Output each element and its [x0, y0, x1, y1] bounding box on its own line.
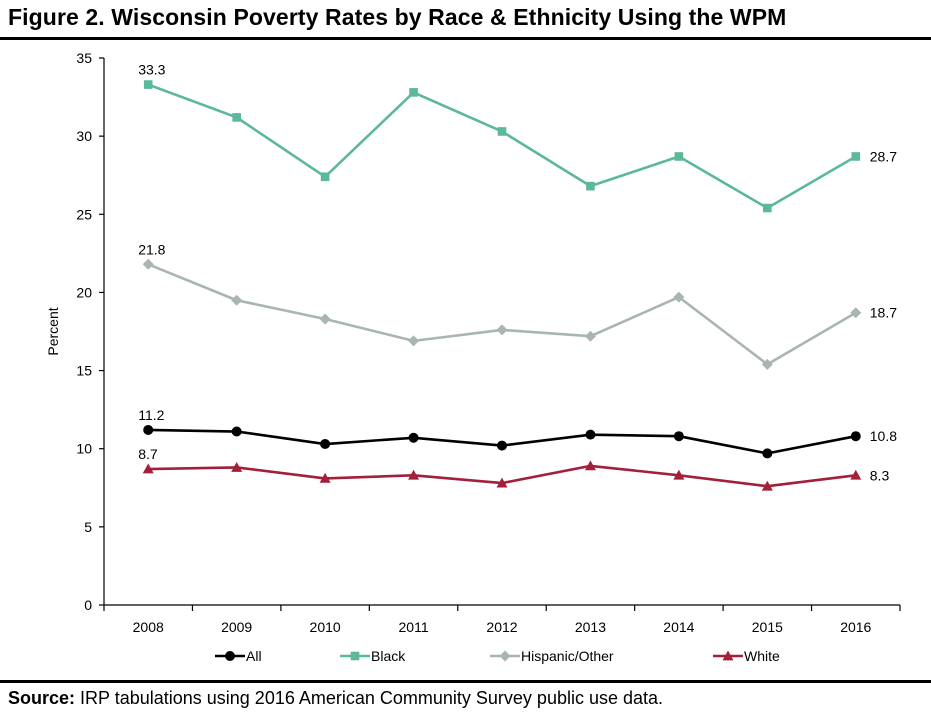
legend-swatch-marker: [499, 650, 511, 662]
data-label-black-first: 33.3: [138, 62, 165, 78]
data-label-all-first: 11.2: [138, 407, 164, 423]
y-tick-label: 25: [76, 206, 92, 222]
y-tick-label: 10: [76, 441, 92, 457]
line-chart: 0 5 10 15 20 25 30 35 2008 2009 2010 2011 2012 2013 20…: [45, 50, 901, 664]
data-point-black: [409, 88, 418, 97]
data-point-hispanic-other: [761, 358, 773, 370]
legend-item-hispanic-other: Hispanic/Other: [490, 648, 614, 664]
source-text: IRP tabulations using 2016 American Comm…: [75, 688, 664, 708]
series-line-black: [147, 83, 857, 210]
x-tick-label: 2009: [221, 619, 252, 635]
data-point-hispanic-other: [142, 258, 154, 270]
legend-swatch-marker: [350, 651, 360, 661]
title-divider: [0, 37, 931, 40]
series-black: [143, 80, 861, 213]
data-point-black: [320, 172, 330, 182]
source-note: Source: IRP tabulations using 2016 Ameri…: [8, 688, 663, 709]
data-point-all: [497, 440, 507, 451]
data-point-black: [143, 80, 153, 89]
series-all: [143, 424, 861, 459]
chart-series: [142, 80, 862, 491]
figure-title: Figure 2. Wisconsin Poverty Rates by Rac…: [8, 4, 787, 30]
data-point-white: [673, 469, 685, 480]
data-point-hispanic-other: [231, 294, 243, 306]
data-label-all-last: 10.8: [870, 428, 897, 444]
data-point-all: [850, 431, 861, 442]
data-point-all: [762, 448, 773, 459]
data-label-hispanic-other-first: 21.8: [138, 241, 165, 257]
source-divider: [0, 680, 931, 683]
data-point-white: [319, 472, 331, 483]
data-label-hispanic-other-last: 18.7: [870, 305, 897, 321]
y-tick-label: 5: [84, 519, 92, 535]
data-point-white: [231, 461, 243, 472]
legend-item-white: White: [713, 648, 780, 664]
data-point-all: [585, 429, 596, 440]
x-tick-label: 2010: [310, 619, 341, 635]
data-point-black: [674, 152, 684, 161]
data-point-black: [586, 181, 595, 191]
data-point-white: [408, 469, 420, 480]
data-label-black-last: 28.7: [870, 148, 897, 164]
data-point-black: [851, 152, 861, 161]
y-tick-label: 0: [84, 597, 92, 613]
series-hispanic-other: [142, 258, 862, 370]
data-point-all: [673, 431, 684, 442]
data-point-white: [496, 477, 508, 488]
legend-swatch-marker: [225, 651, 235, 661]
chart-data-labels: 11.2 10.8 33.3 28.7 21.8 18.7 8.7 8.3: [138, 62, 897, 484]
legend-label-black: Black: [371, 648, 406, 664]
chart-axes: 0 5 10 15 20 25 30 35 2008 2009 2010 2011 2012 2013 20…: [45, 50, 901, 635]
y-tick-label: 35: [76, 50, 92, 66]
data-point-black: [497, 127, 507, 136]
x-tick-label: 2014: [663, 619, 694, 635]
series-line-hispanic-other: [147, 263, 857, 366]
y-tick-label: 15: [76, 363, 92, 379]
y-axis-title: Percent: [45, 307, 61, 355]
legend-label-hispanic-other: Hispanic/Other: [521, 648, 614, 664]
data-point-all: [408, 432, 419, 443]
legend-item-all: All: [215, 648, 262, 664]
data-point-hispanic-other: [496, 324, 508, 336]
data-point-black: [232, 113, 241, 122]
data-point-white: [584, 460, 596, 471]
x-tick-label: 2011: [399, 619, 429, 635]
data-point-black: [763, 203, 772, 213]
legend-label-white: White: [744, 648, 780, 664]
legend-label-all: All: [246, 648, 262, 664]
x-tick-label: 2016: [840, 619, 871, 635]
data-point-all: [231, 426, 242, 437]
source-label: Source:: [8, 688, 76, 708]
x-tick-label: 2012: [486, 619, 517, 635]
data-point-hispanic-other: [673, 291, 685, 303]
legend-swatch-marker: [722, 650, 734, 661]
data-point-all: [143, 424, 154, 435]
series-white: [142, 460, 862, 491]
x-tick-label: 2015: [752, 619, 783, 635]
data-point-hispanic-other: [584, 330, 596, 342]
data-point-hispanic-other: [319, 313, 331, 325]
x-tick-label: 2013: [575, 619, 606, 635]
y-tick-label: 30: [76, 128, 92, 144]
data-label-white-last: 8.3: [870, 467, 890, 483]
chart-legend: All Black Hispanic/Other White: [215, 648, 780, 664]
data-point-white: [761, 480, 773, 491]
data-point-hispanic-other: [408, 335, 420, 347]
y-tick-label: 20: [76, 284, 92, 300]
x-tick-label: 2008: [133, 619, 164, 635]
data-point-all: [320, 439, 331, 450]
data-point-white: [142, 463, 154, 474]
legend-item-black: Black: [340, 648, 406, 664]
data-label-white-first: 8.7: [138, 446, 158, 462]
data-point-white: [850, 469, 862, 480]
data-point-hispanic-other: [850, 307, 862, 319]
